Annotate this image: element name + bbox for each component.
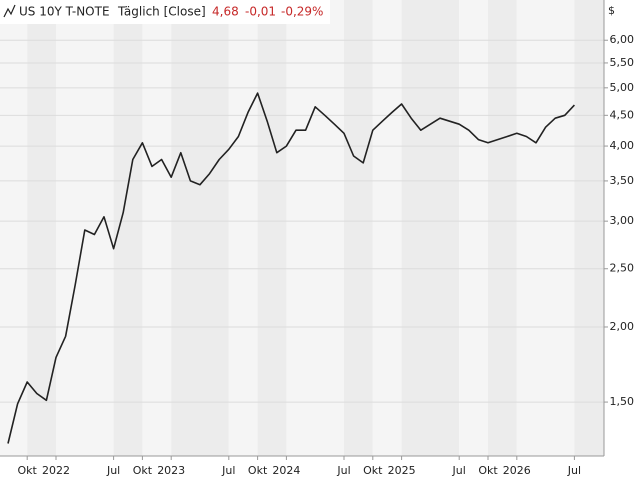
- y-tick-label: 1,50: [610, 395, 635, 408]
- background-band: [574, 0, 604, 456]
- background-band: [401, 0, 460, 456]
- x-tick-label: 2024: [272, 464, 300, 477]
- background-band: [113, 0, 143, 456]
- background-band: [286, 0, 344, 456]
- x-tick-label: Jul: [106, 464, 120, 477]
- x-tick-label: Okt: [363, 464, 383, 477]
- background-band: [488, 0, 517, 456]
- change: -0,01: [245, 5, 276, 19]
- x-tick-label: Jul: [221, 464, 235, 477]
- background-band: [516, 0, 575, 456]
- background-band: [344, 0, 373, 456]
- y-tick-label: 3,00: [610, 214, 635, 227]
- x-tick-label: Jul: [336, 464, 350, 477]
- background-band: [0, 0, 28, 456]
- background-band: [257, 0, 287, 456]
- y-tick-label: 2,00: [610, 320, 635, 333]
- header-box: [0, 0, 330, 24]
- background-band: [142, 0, 172, 456]
- background-band: [56, 0, 114, 456]
- background-band: [459, 0, 488, 456]
- change-pct: -0,29%: [281, 5, 323, 19]
- y-tick-label: 5,50: [610, 56, 635, 69]
- y-tick-label: 6,00: [610, 33, 635, 46]
- line-icon: [3, 4, 16, 18]
- y-tick-label: 3,50: [610, 174, 635, 187]
- subtitle: Täglich [Close]: [117, 5, 206, 19]
- y-unit: $: [608, 4, 615, 17]
- x-tick-label: 2022: [42, 464, 70, 477]
- y-tick-label: 4,50: [610, 108, 635, 121]
- y-tick-label: 2,50: [610, 262, 635, 275]
- x-tick-label: Jul: [567, 464, 581, 477]
- x-tick-label: Okt: [248, 464, 268, 477]
- x-tick-label: 2026: [503, 464, 531, 477]
- chart-title: US 10Y T-NOTE: [19, 5, 110, 19]
- x-tick-label: 2025: [388, 464, 416, 477]
- background-band: [171, 0, 229, 456]
- x-tick-label: Okt: [133, 464, 153, 477]
- x-tick-label: Okt: [18, 464, 38, 477]
- background-band: [228, 0, 258, 456]
- y-tick-label: 5,00: [610, 81, 635, 94]
- x-tick-label: Jul: [452, 464, 466, 477]
- last-price: 4,68: [212, 5, 239, 19]
- price-line: [7, 92, 575, 444]
- x-tick-label: 2023: [157, 464, 185, 477]
- background-band: [372, 0, 402, 456]
- x-tick-label: Okt: [478, 464, 498, 477]
- y-tick-label: 4,00: [610, 139, 635, 152]
